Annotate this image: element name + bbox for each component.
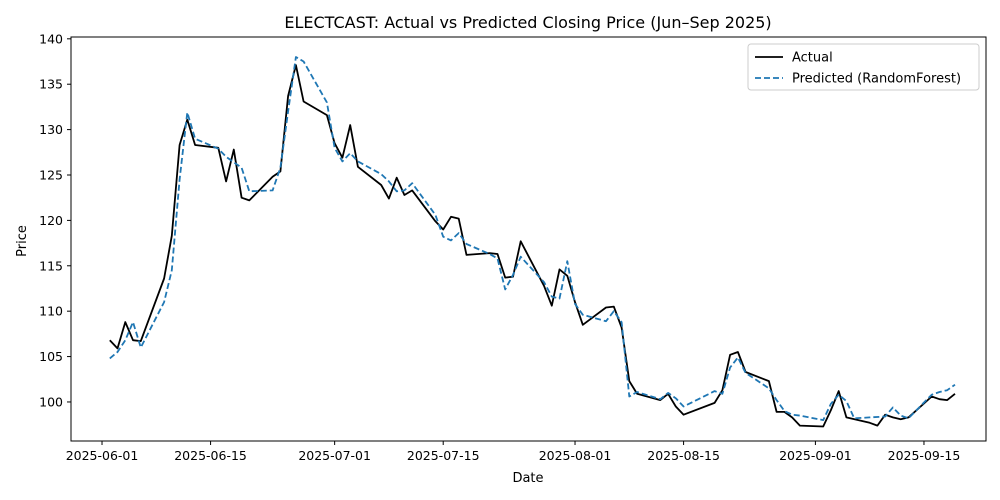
- y-tick-label: 140: [39, 31, 63, 46]
- x-tick-label: 2025-08-01: [539, 448, 612, 463]
- y-tick-label: 110: [39, 304, 63, 319]
- plot-frame: [70, 36, 987, 442]
- x-axis-label: Date: [512, 471, 543, 486]
- y-tick-label: 100: [39, 394, 63, 409]
- x-tick-label: 2025-06-01: [66, 448, 139, 463]
- legend-box: [747, 43, 980, 91]
- y-axis-label: Price: [15, 225, 30, 257]
- series-line-actual: [109, 64, 956, 428]
- y-tick-label: 125: [39, 167, 63, 182]
- y-tick-label: 130: [39, 122, 63, 137]
- x-tick-label: 2025-09-15: [888, 448, 961, 463]
- x-tick-label: 2025-08-15: [647, 448, 720, 463]
- y-tick-label: 120: [39, 213, 63, 228]
- series-layer: [109, 56, 956, 428]
- legend: Actual Predicted (RandomForest): [747, 43, 980, 91]
- x-tick-label: 2025-07-15: [407, 448, 480, 463]
- series-line-predicted: [109, 56, 956, 422]
- x-tick-label: 2025-07-01: [298, 448, 371, 463]
- y-tick-label: 135: [39, 77, 63, 92]
- y-tick-label: 105: [39, 349, 63, 364]
- x-axis-ticks: 2025-06-01 2025-06-15 2025-07-01 2025-07-15…: [66, 441, 961, 463]
- legend-label: Actual: [792, 51, 833, 66]
- y-tick-label: 115: [39, 258, 63, 273]
- legend-label: Predicted (RandomForest): [792, 72, 961, 87]
- x-tick-label: 2025-09-01: [779, 448, 852, 463]
- y-axis-ticks: 100 105 110 115 120 125 130 135 140: [39, 31, 71, 409]
- x-tick-label: 2025-06-15: [174, 448, 247, 463]
- chart-title: ELECTCAST: Actual vs Predicted Closing P…: [284, 13, 771, 32]
